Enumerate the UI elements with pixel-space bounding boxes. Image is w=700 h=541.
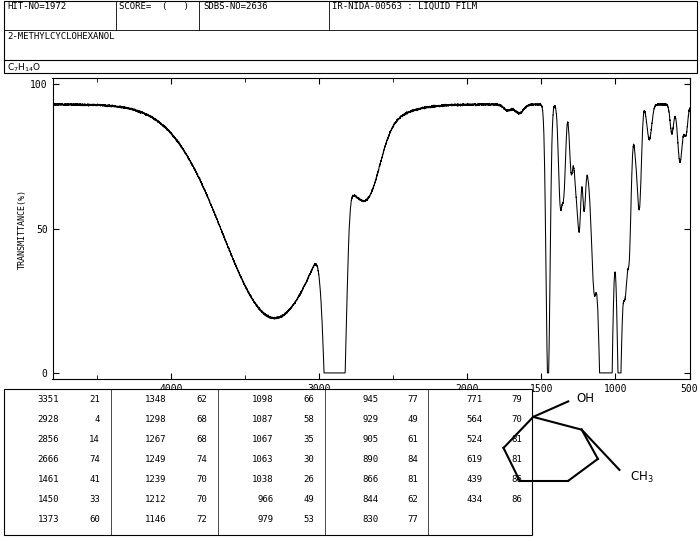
Text: 3351: 3351 <box>38 395 60 404</box>
Text: 1087: 1087 <box>252 415 274 424</box>
Text: 33: 33 <box>89 495 100 504</box>
Y-axis label: TRANSMITTANCE(%): TRANSMITTANCE(%) <box>18 189 27 268</box>
Text: 890: 890 <box>363 455 379 464</box>
Text: 2-METHYLCYCLOHEXANOL: 2-METHYLCYCLOHEXANOL <box>7 32 115 41</box>
Text: 866: 866 <box>363 475 379 484</box>
Text: 49: 49 <box>407 415 418 424</box>
Text: 1298: 1298 <box>145 415 167 424</box>
Text: 68: 68 <box>196 415 207 424</box>
Text: 86: 86 <box>511 495 522 504</box>
Text: 53: 53 <box>303 515 314 524</box>
Text: 771: 771 <box>466 395 482 404</box>
Bar <box>4 389 532 535</box>
Text: 66: 66 <box>303 395 314 404</box>
Text: 1146: 1146 <box>145 515 167 524</box>
Text: IR-NIDA-00563 : LIQUID FILM: IR-NIDA-00563 : LIQUID FILM <box>332 2 477 11</box>
Text: 41: 41 <box>89 475 100 484</box>
Text: 844: 844 <box>363 495 379 504</box>
Text: 35: 35 <box>303 435 314 444</box>
Text: 966: 966 <box>258 495 274 504</box>
Text: 1249: 1249 <box>145 455 167 464</box>
Text: 49: 49 <box>303 495 314 504</box>
Text: 62: 62 <box>196 395 207 404</box>
Text: 979: 979 <box>258 515 274 524</box>
Text: 84: 84 <box>407 455 418 464</box>
X-axis label: WAVENUMBER(+1): WAVENUMBER(+1) <box>330 397 412 406</box>
Text: 1098: 1098 <box>252 395 274 404</box>
Text: 1212: 1212 <box>145 495 167 504</box>
Text: 14: 14 <box>89 435 100 444</box>
Text: 70: 70 <box>511 415 522 424</box>
Text: 524: 524 <box>466 435 482 444</box>
Text: 62: 62 <box>407 495 418 504</box>
Text: 1373: 1373 <box>38 515 60 524</box>
Text: HIT-NO=1972: HIT-NO=1972 <box>7 2 66 11</box>
Text: 1239: 1239 <box>145 475 167 484</box>
Text: 929: 929 <box>363 415 379 424</box>
Text: 74: 74 <box>89 455 100 464</box>
Text: $\mathregular{C_7H_{14}O}$: $\mathregular{C_7H_{14}O}$ <box>7 62 41 75</box>
Text: 619: 619 <box>466 455 482 464</box>
Text: 74: 74 <box>196 455 207 464</box>
Text: 79: 79 <box>511 395 522 404</box>
Text: 945: 945 <box>363 395 379 404</box>
Text: 1063: 1063 <box>252 455 274 464</box>
Text: 81: 81 <box>407 475 418 484</box>
Text: 81: 81 <box>511 455 522 464</box>
Text: 905: 905 <box>363 435 379 444</box>
Text: 1267: 1267 <box>145 435 167 444</box>
Text: 1067: 1067 <box>252 435 274 444</box>
Text: 72: 72 <box>196 515 207 524</box>
Text: 1038: 1038 <box>252 475 274 484</box>
Text: SCORE=  (   ): SCORE= ( ) <box>119 2 189 11</box>
Text: 68: 68 <box>196 435 207 444</box>
Text: OH: OH <box>576 392 594 405</box>
Text: 434: 434 <box>466 495 482 504</box>
Text: 439: 439 <box>466 475 482 484</box>
Text: 564: 564 <box>466 415 482 424</box>
Text: 26: 26 <box>303 475 314 484</box>
Text: 2666: 2666 <box>38 455 60 464</box>
Text: 2928: 2928 <box>38 415 60 424</box>
Text: SDBS-NO=2636: SDBS-NO=2636 <box>203 2 267 11</box>
Text: 1461: 1461 <box>38 475 60 484</box>
Text: 1450: 1450 <box>38 495 60 504</box>
Text: 77: 77 <box>407 515 418 524</box>
Text: 70: 70 <box>196 495 207 504</box>
Text: 81: 81 <box>511 435 522 444</box>
Text: CH$_3$: CH$_3$ <box>630 470 654 485</box>
Text: 86: 86 <box>511 475 522 484</box>
Text: 58: 58 <box>303 415 314 424</box>
Text: 830: 830 <box>363 515 379 524</box>
Text: 60: 60 <box>89 515 100 524</box>
Text: 61: 61 <box>407 435 418 444</box>
Text: 21: 21 <box>89 395 100 404</box>
Text: 70: 70 <box>196 475 207 484</box>
Text: 30: 30 <box>303 455 314 464</box>
Text: 1348: 1348 <box>145 395 167 404</box>
Text: 4: 4 <box>94 415 100 424</box>
Text: 2856: 2856 <box>38 435 60 444</box>
Text: 77: 77 <box>407 395 418 404</box>
